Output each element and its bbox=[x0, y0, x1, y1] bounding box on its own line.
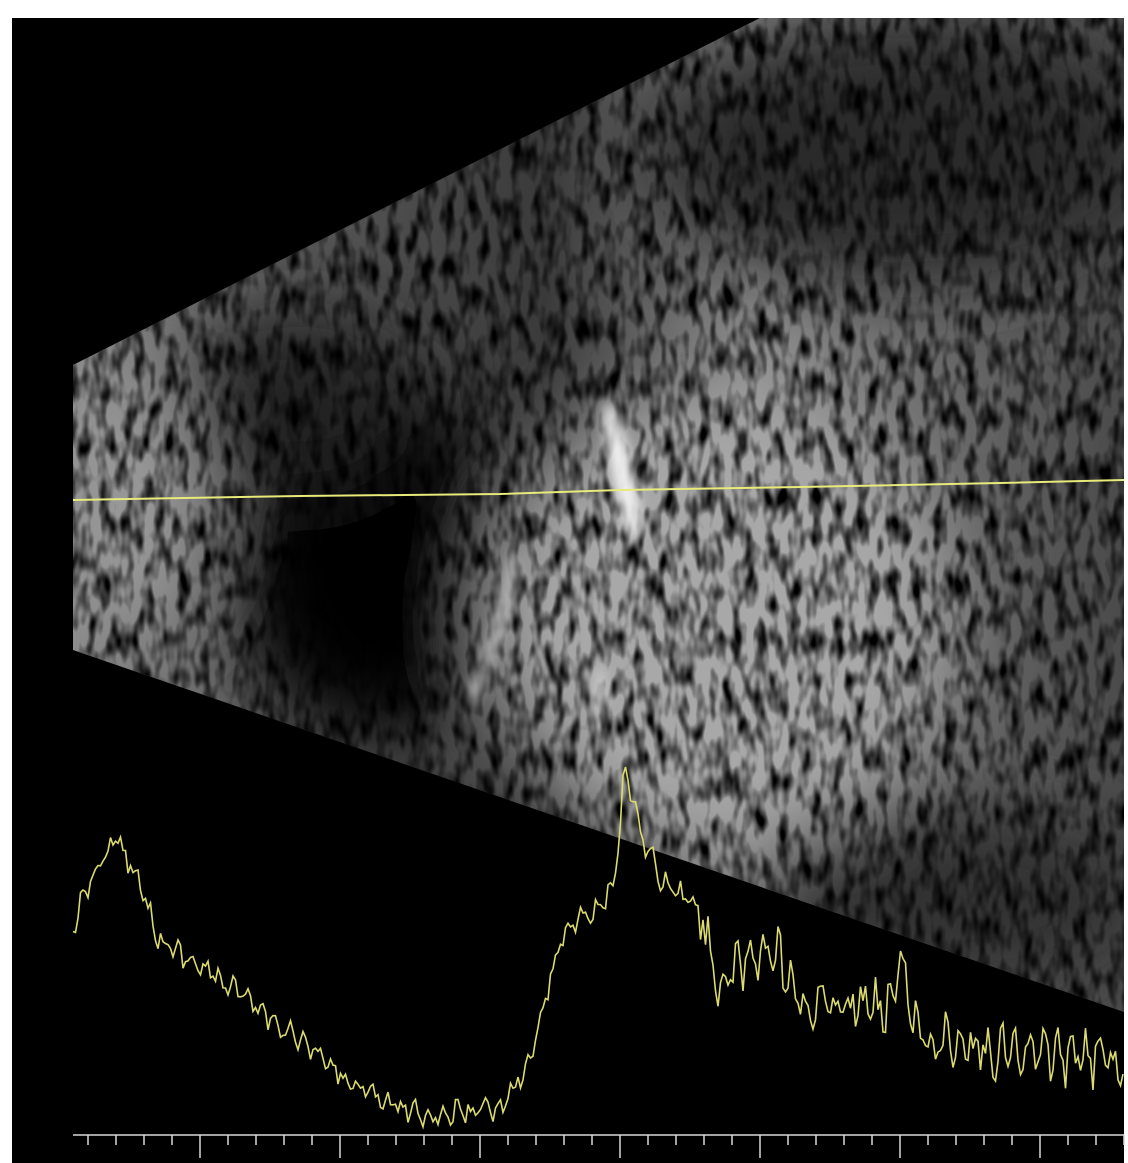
ultrasound-screen bbox=[0, 0, 1128, 1163]
page: (() => { const ns = 'http://www.w3.org/2… bbox=[0, 0, 1128, 1163]
